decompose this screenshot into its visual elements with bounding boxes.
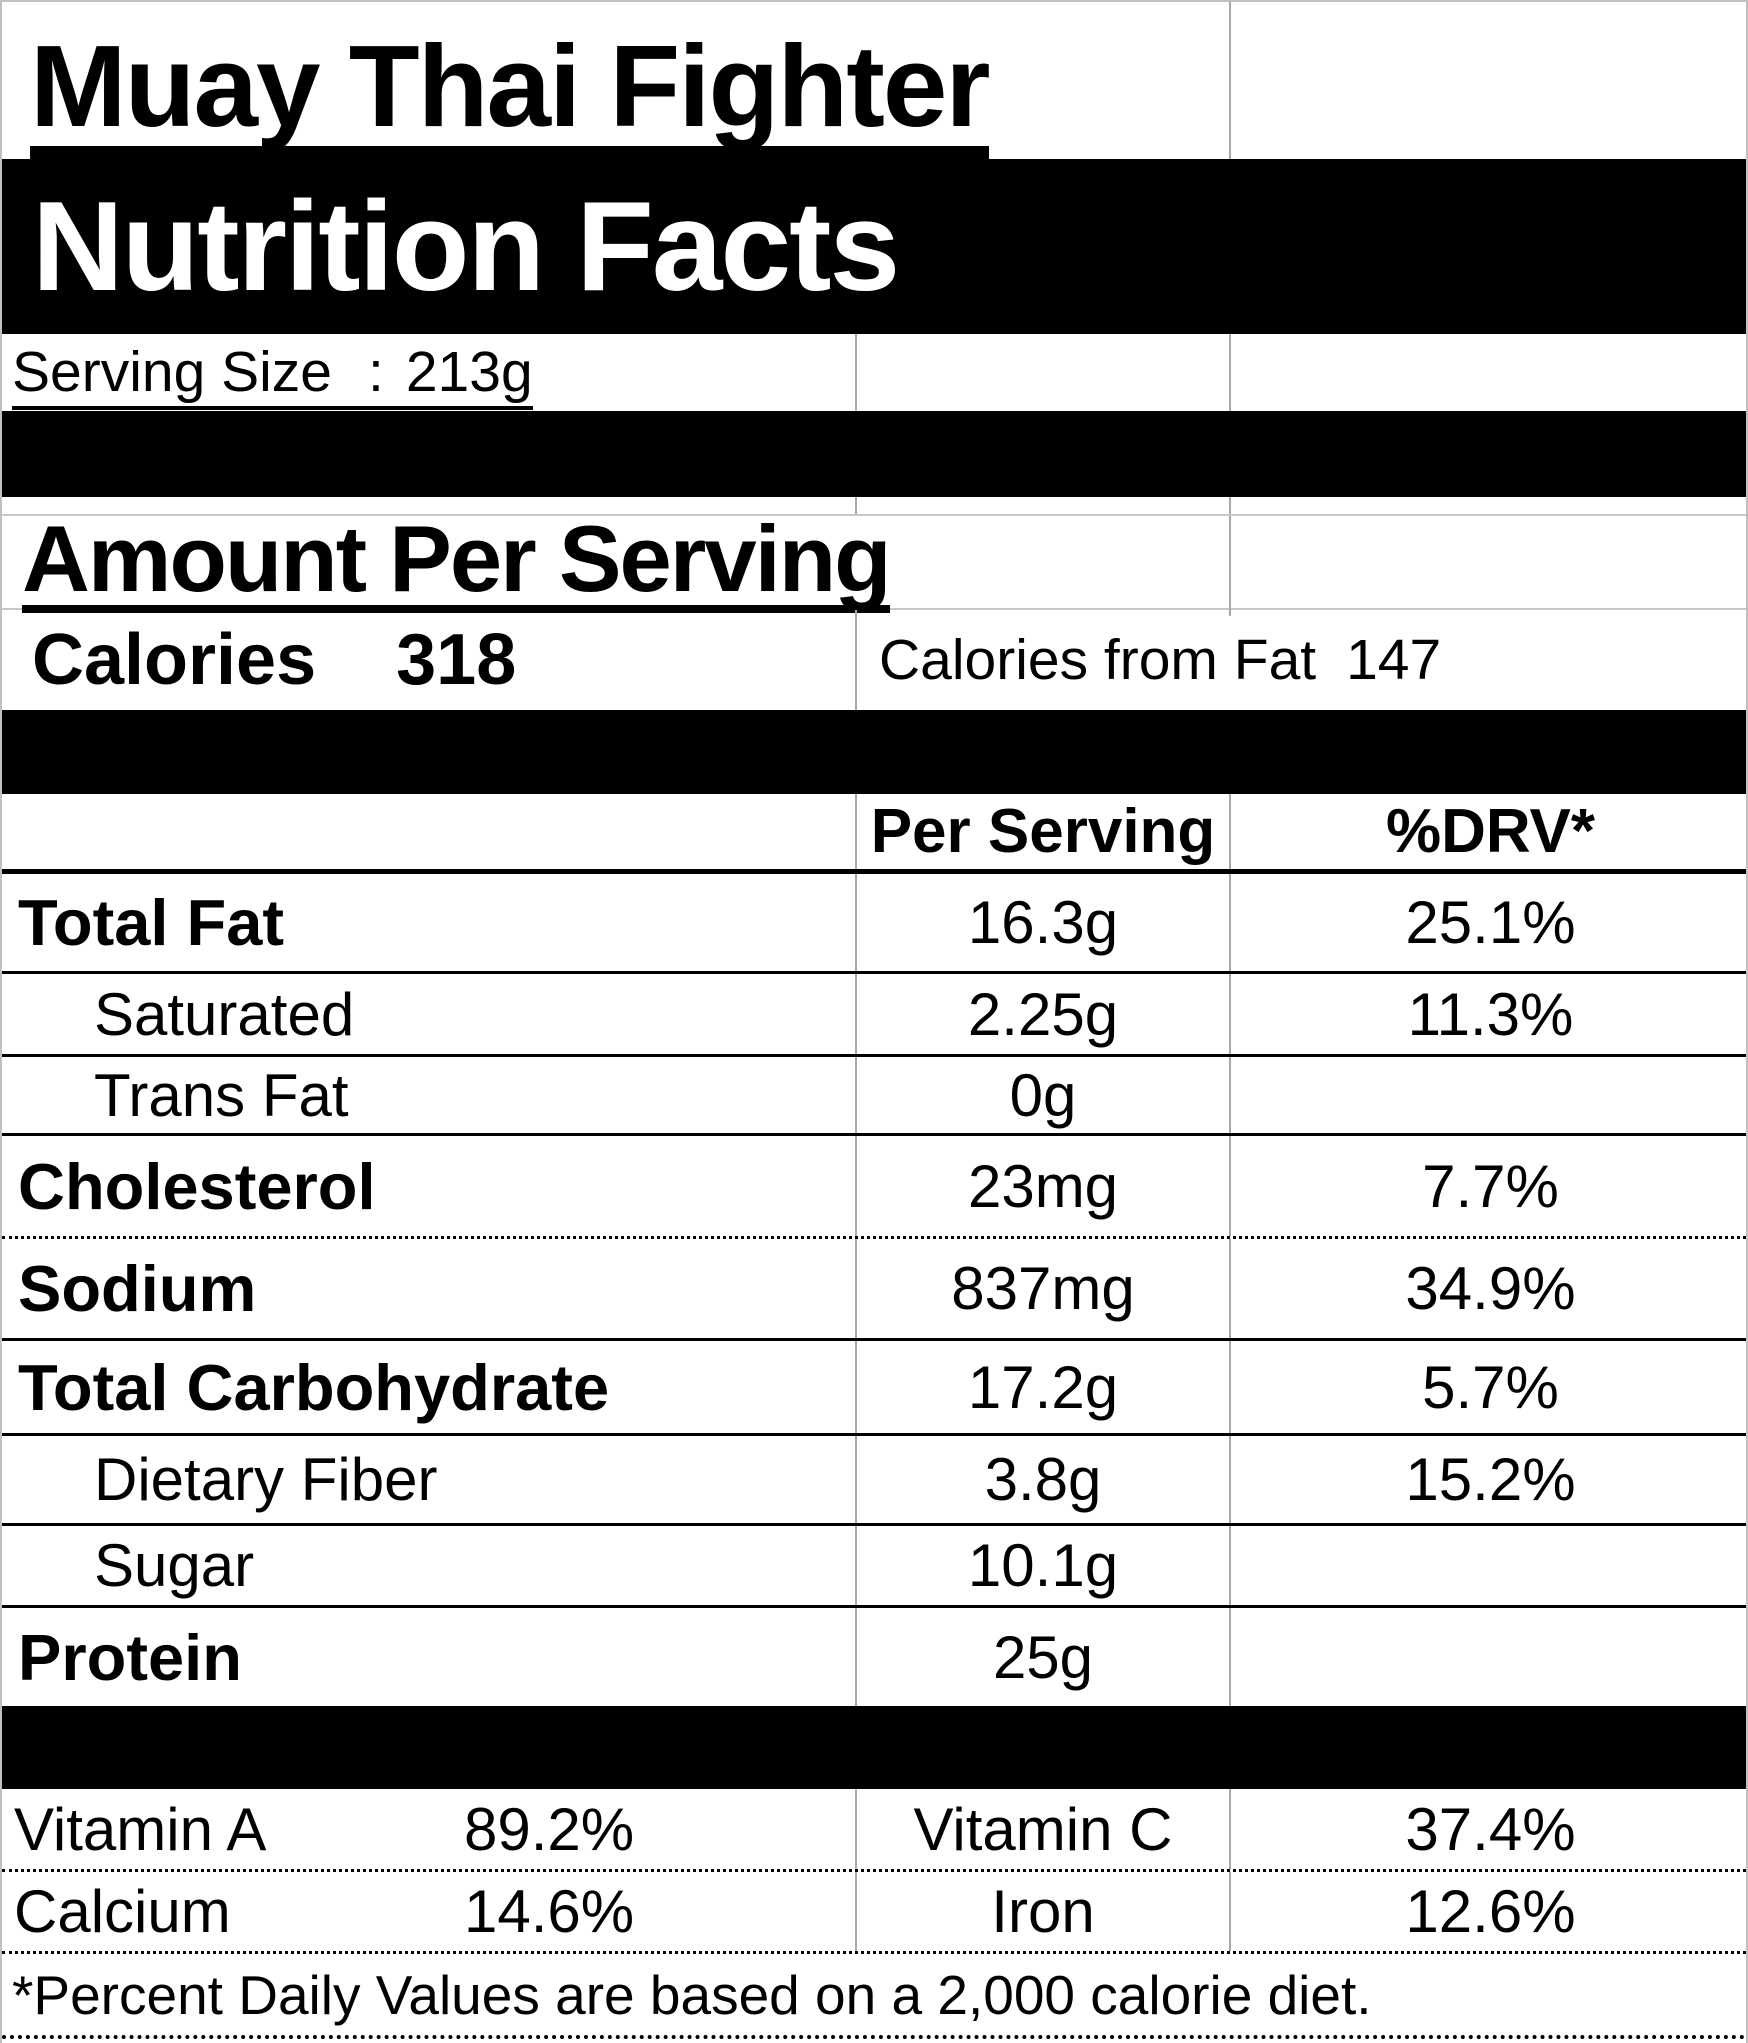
- nutrient-name: Saturated: [94, 980, 355, 1048]
- serving-row-empty-cell-1: [855, 334, 1229, 411]
- amount-row-empty-cell: [1229, 516, 1746, 617]
- vitamin-c-value: 37.4%: [1405, 1795, 1576, 1863]
- nutrient-amount: 10.1g: [967, 1532, 1119, 1599]
- separator-bar-bottom: [2, 1706, 1746, 1789]
- nutrient-name: Sodium: [18, 1252, 257, 1325]
- calcium-label: Calcium: [14, 1878, 231, 1945]
- nutrient-drv: 15.2%: [1405, 1446, 1576, 1513]
- micronutrient-row-vitamins: Vitamin A 89.2% Vitamin C 37.4%: [2, 1789, 1746, 1872]
- vitamin-a-label: Vitamin A: [14, 1795, 267, 1863]
- nutrient-name: Dietary Fiber: [94, 1446, 438, 1513]
- nutrient-row-trans-fat: Trans Fat 0g: [2, 1057, 1746, 1136]
- nutrient-row-total-carbohydrate: Total Carbohydrate 17.2g 5.7%: [2, 1341, 1746, 1436]
- serving-size-row: Serving Size:213g: [2, 334, 1746, 411]
- calories-from-fat-value: 147: [1346, 628, 1442, 692]
- nutrient-amount: 2.25g: [967, 980, 1119, 1048]
- micronutrient-row-minerals: Calcium 14.6% Iron 12.6%: [2, 1872, 1746, 1954]
- nutrient-name: Trans Fat: [94, 1061, 349, 1129]
- nutrition-facts-heading: Nutrition Facts: [32, 175, 900, 317]
- separator-bar-top: [2, 411, 1746, 497]
- nutrient-row-cholesterol: Cholesterol 23mg 7.7%: [2, 1136, 1746, 1239]
- nutrient-name: Total Fat: [18, 886, 284, 959]
- calories-value: 318: [396, 620, 517, 700]
- calories-label: Calories: [32, 620, 317, 700]
- nutrient-row-total-fat: Total Fat 16.3g 25.1%: [2, 874, 1746, 974]
- vitamin-c-label: Vitamin C: [913, 1795, 1173, 1863]
- nutrition-facts-banner: Nutrition Facts: [2, 159, 1746, 334]
- calories-row: Calories 318 Calories from Fat 147: [2, 610, 1746, 710]
- nutrient-row-protein: Protein 25g: [2, 1608, 1746, 1706]
- calories-from-fat-label: Calories from Fat: [879, 628, 1317, 692]
- title-row: Muay Thai Fighter: [2, 2, 1746, 159]
- serving-size-label: Serving Size: [12, 340, 332, 405]
- footnote-row: *Percent Daily Values are based on a 2,0…: [2, 1954, 1746, 2039]
- daily-values-footnote: *Percent Daily Values are based on a 2,0…: [12, 1963, 1372, 2026]
- amount-per-serving-row: Amount Per Serving: [2, 511, 1746, 617]
- product-title: Muay Thai Fighter: [30, 28, 991, 159]
- drv-column-header: %DRV*: [1385, 797, 1596, 866]
- nutrient-name: Total Carbohydrate: [18, 1350, 610, 1424]
- serving-row-empty-cell-2: [1229, 334, 1746, 411]
- column-header-row: Per Serving %DRV*: [2, 794, 1746, 874]
- nutrient-drv: 5.7%: [1422, 1353, 1559, 1421]
- nutrient-name: Sugar: [94, 1532, 255, 1599]
- iron-label: Iron: [991, 1878, 1095, 1945]
- nutrient-row-sodium: Sodium 837mg 34.9%: [2, 1239, 1746, 1341]
- serving-size-separator: :: [368, 340, 384, 405]
- calcium-value: 14.6%: [464, 1878, 635, 1945]
- nutrient-name: Protein: [18, 1620, 242, 1694]
- nutrient-amount: 23mg: [967, 1152, 1119, 1220]
- nutrient-amount: 25g: [992, 1623, 1094, 1691]
- nutrient-drv: 34.9%: [1405, 1255, 1576, 1322]
- nutrient-row-dietary-fiber: Dietary Fiber 3.8g 15.2%: [2, 1436, 1746, 1526]
- nutrient-row-saturated: Saturated 2.25g 11.3%: [2, 974, 1746, 1057]
- nutrient-amount: 0g: [1009, 1061, 1077, 1129]
- nutrient-drv: 25.1%: [1405, 889, 1576, 956]
- nutrient-amount: 17.2g: [967, 1353, 1119, 1421]
- title-row-empty-cell: [1229, 2, 1746, 159]
- nutrient-row-sugar: Sugar 10.1g: [2, 1526, 1746, 1608]
- spacer-row: [2, 497, 1746, 516]
- nutrient-amount: 837mg: [951, 1255, 1135, 1322]
- serving-size-text: Serving Size:213g: [12, 340, 533, 410]
- per-serving-column-header: Per Serving: [870, 797, 1216, 866]
- amount-per-serving-heading: Amount Per Serving: [22, 511, 892, 614]
- iron-value: 12.6%: [1405, 1878, 1576, 1945]
- serving-size-value: 213g: [405, 340, 533, 405]
- nutrient-drv: 7.7%: [1422, 1152, 1559, 1220]
- nutrient-amount: 3.8g: [984, 1446, 1102, 1513]
- nutrient-drv: 11.3%: [1407, 980, 1574, 1048]
- vitamin-a-value: 89.2%: [464, 1795, 635, 1863]
- separator-bar-middle: [2, 710, 1746, 794]
- nutrient-name: Cholesterol: [18, 1149, 376, 1223]
- nutrient-amount: 16.3g: [967, 889, 1119, 956]
